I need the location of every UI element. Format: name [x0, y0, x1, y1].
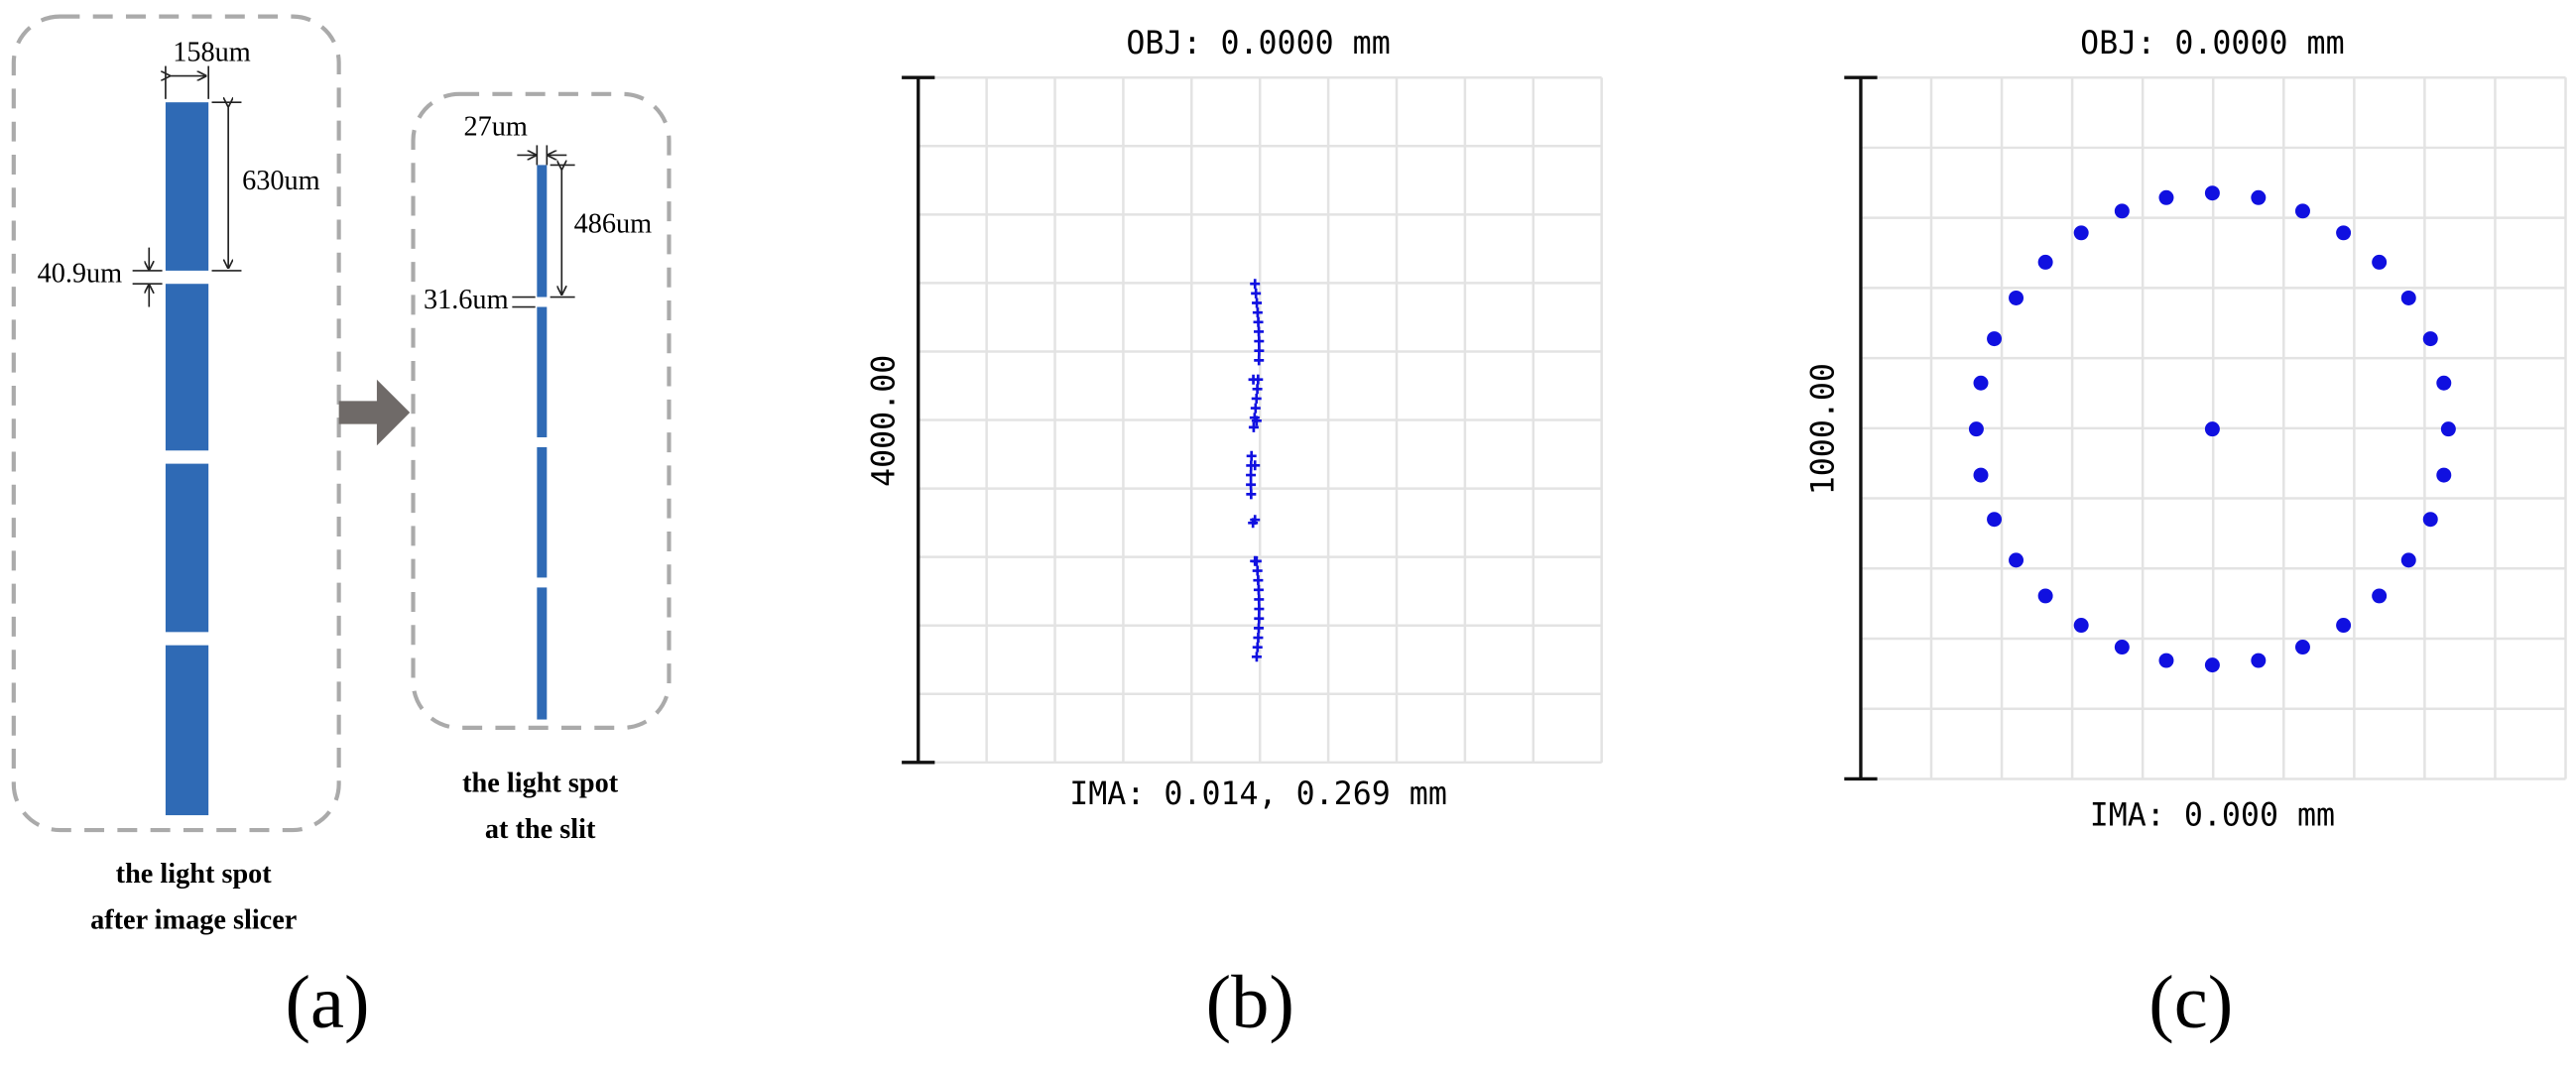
- spot: [2372, 588, 2388, 604]
- obj-label: OBJ: 0.0000 mm: [1126, 26, 1390, 61]
- width-label: 158um: [173, 37, 251, 67]
- spot: [2037, 254, 2053, 270]
- spot: [1254, 326, 1265, 337]
- spot: [1252, 642, 1263, 653]
- panel-label: (c): [2148, 960, 2233, 1044]
- spot: [1246, 479, 1257, 490]
- scale-label: 1000.00: [1805, 363, 1841, 495]
- scale-label: 4000.00: [866, 355, 902, 487]
- spot: [1246, 450, 1257, 461]
- caption: the light spot: [462, 769, 619, 799]
- spot: [1254, 594, 1265, 605]
- spot: [2204, 185, 2220, 201]
- spot: [1253, 584, 1264, 595]
- slit-bar: [537, 165, 548, 720]
- arrow: [338, 379, 411, 446]
- spot: [1252, 384, 1263, 395]
- caption: the light spot: [116, 859, 273, 890]
- gap-label: 40.9um: [38, 258, 123, 289]
- panel-label: (a): [286, 960, 370, 1044]
- frame: [411, 91, 672, 730]
- ima-label: IMA: 0.014, 0.269 mm: [1069, 776, 1447, 812]
- spot: [2422, 331, 2438, 347]
- spot: [2251, 189, 2267, 205]
- spot: [2073, 618, 2089, 634]
- panel-c: OBJ: 0.0000 mm IMA: 0.000 mm 1000.00 (c): [1805, 26, 2567, 1044]
- length-label: 486um: [574, 208, 653, 239]
- panel-a: 158um 630um 40.9um the light spot after …: [11, 14, 672, 1044]
- spot: [2372, 254, 2388, 270]
- spot: [1253, 575, 1264, 586]
- spot: [2037, 588, 2053, 604]
- spot: [1251, 393, 1262, 404]
- spot: [2294, 640, 2310, 655]
- spot: [1253, 316, 1264, 327]
- spot: [1252, 298, 1263, 308]
- spot: [1250, 403, 1261, 414]
- spot: [1252, 565, 1263, 576]
- spot: [2114, 640, 2130, 655]
- spot: [1251, 416, 1262, 426]
- gap-label: 31.6um: [424, 285, 509, 315]
- spot: [1254, 613, 1265, 624]
- spot: [1252, 307, 1263, 318]
- spot: [1968, 421, 1984, 437]
- spot: [1250, 555, 1261, 566]
- spot: [1250, 460, 1261, 471]
- panel-label: (b): [1206, 960, 1294, 1044]
- spot: [2204, 421, 2220, 437]
- spot: [2158, 189, 2174, 205]
- spot: [2251, 653, 2267, 668]
- spot: [1250, 279, 1261, 290]
- spot: [2336, 618, 2352, 634]
- spot: [2009, 290, 2024, 305]
- spot: [1253, 623, 1264, 634]
- spot: [2073, 225, 2089, 241]
- spot: [1973, 467, 1989, 483]
- spot: [1246, 470, 1257, 481]
- spot: [1248, 374, 1259, 385]
- spot: [1254, 336, 1265, 347]
- length-label: 630um: [242, 166, 320, 196]
- spot: [1987, 512, 2003, 528]
- spot: [1254, 355, 1265, 366]
- width-label: 27um: [464, 111, 528, 142]
- spot: [2336, 225, 2352, 241]
- spot: [1254, 604, 1265, 615]
- caption: after image slicer: [90, 905, 297, 936]
- spot: [1987, 331, 2003, 347]
- obj-label: OBJ: 0.0000 mm: [2080, 26, 2344, 61]
- spot: [1253, 633, 1264, 644]
- spot: [2158, 653, 2174, 668]
- caption: at the slit: [485, 814, 596, 845]
- spot: [1251, 652, 1262, 662]
- panel-b: OBJ: 0.0000 mm IMA: 0.014, 0.269 mm 4000…: [866, 26, 1603, 1044]
- slice-bar: [165, 102, 209, 816]
- ima-label: IMA: 0.000 mm: [2090, 798, 2335, 834]
- spot: [2009, 552, 2024, 568]
- spot: [2436, 375, 2452, 391]
- spot: [2436, 467, 2452, 483]
- spot: [2204, 657, 2220, 673]
- spot: [1973, 375, 1989, 391]
- spot: [1251, 288, 1262, 298]
- spot: [1254, 345, 1265, 356]
- spot: [1250, 515, 1261, 526]
- spot: [1248, 421, 1259, 432]
- spot: [1246, 489, 1257, 500]
- spot: [2400, 290, 2416, 305]
- spot: [2400, 552, 2416, 568]
- spot: [2440, 421, 2456, 437]
- spot: [2114, 203, 2130, 219]
- spot: [2422, 512, 2438, 528]
- spot: [2294, 203, 2310, 219]
